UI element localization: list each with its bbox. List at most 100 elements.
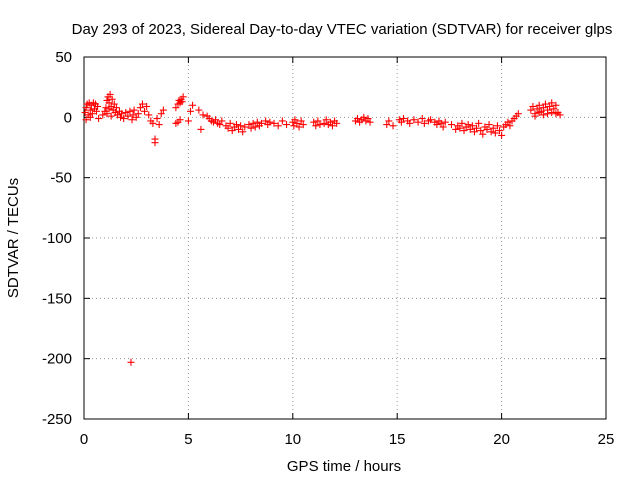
data-point xyxy=(458,119,466,127)
data-point xyxy=(406,119,414,127)
y-tick-label: -100 xyxy=(42,230,72,247)
data-point xyxy=(496,127,504,135)
data-point xyxy=(360,113,368,121)
data-point xyxy=(527,106,535,114)
data-point xyxy=(410,116,418,124)
y-tick-label: -250 xyxy=(42,411,72,428)
data-point xyxy=(228,127,236,135)
data-point xyxy=(241,123,249,131)
data-point xyxy=(110,100,118,108)
data-point xyxy=(86,106,94,114)
data-point xyxy=(473,124,481,132)
data-point xyxy=(216,121,224,129)
data-point xyxy=(127,358,135,366)
data-point xyxy=(397,118,405,126)
data-point xyxy=(99,111,107,119)
data-point xyxy=(479,130,487,138)
data-point xyxy=(475,119,483,127)
data-point xyxy=(274,122,282,130)
data-point xyxy=(179,93,187,101)
grid xyxy=(84,57,606,419)
data-point xyxy=(132,113,140,121)
data-point xyxy=(539,104,547,112)
y-tick-label: -150 xyxy=(42,290,72,307)
data-point xyxy=(105,105,113,113)
data-point xyxy=(514,110,522,118)
data-point xyxy=(452,125,460,133)
data-point xyxy=(82,104,90,112)
data-point xyxy=(149,119,157,127)
data-point xyxy=(326,118,334,126)
data-point xyxy=(103,110,111,118)
data-point xyxy=(293,119,301,127)
data-point xyxy=(178,98,186,106)
data-point xyxy=(218,117,226,125)
data-point xyxy=(82,116,90,124)
x-tick-label: 25 xyxy=(598,431,615,448)
data-point xyxy=(126,107,134,115)
y-tick-label: -50 xyxy=(50,170,72,187)
data-point xyxy=(297,117,305,125)
y-tick-label: 50 xyxy=(55,49,72,66)
x-tick-label: 5 xyxy=(184,431,192,448)
data-point xyxy=(195,106,203,114)
data-point xyxy=(283,121,291,129)
data-point xyxy=(117,113,125,121)
data-point xyxy=(95,115,103,123)
data-point xyxy=(312,122,320,130)
data-point xyxy=(253,118,261,126)
data-point xyxy=(420,119,428,127)
data-point xyxy=(493,122,501,130)
data-point xyxy=(197,125,205,133)
data-point xyxy=(389,122,397,130)
data-point xyxy=(226,119,234,127)
data-point xyxy=(143,102,151,110)
data-point xyxy=(186,107,194,115)
data-point xyxy=(316,121,324,129)
data-point xyxy=(199,111,207,119)
data-point xyxy=(153,115,161,123)
plot-frame xyxy=(83,56,607,420)
data-point xyxy=(533,105,541,113)
data-point xyxy=(235,125,243,133)
data-point xyxy=(535,101,543,109)
data-point xyxy=(535,109,543,117)
data-point xyxy=(112,104,120,112)
data-point xyxy=(237,122,245,130)
data-point xyxy=(106,90,114,98)
data-point xyxy=(159,106,167,114)
data-point xyxy=(433,121,441,129)
data-point xyxy=(456,124,464,132)
data-point xyxy=(145,111,153,119)
data-point xyxy=(460,127,468,135)
data-point xyxy=(414,118,422,126)
data-point xyxy=(245,121,253,129)
data-point xyxy=(128,116,136,124)
data-point xyxy=(291,116,299,124)
data-point xyxy=(399,115,407,123)
data-point xyxy=(354,115,362,123)
data-point xyxy=(212,116,220,124)
data-point xyxy=(483,125,491,133)
data-point xyxy=(155,121,163,129)
chart-title: Day 293 of 2023, Sidereal Day-to-day VTE… xyxy=(72,21,613,38)
data-point xyxy=(120,115,128,123)
data-point xyxy=(385,117,393,125)
data-point xyxy=(314,117,322,125)
data-point xyxy=(184,117,192,125)
data-point xyxy=(491,129,499,137)
data-point xyxy=(320,119,328,127)
data-point xyxy=(464,121,472,129)
data-point xyxy=(541,100,549,108)
data-point xyxy=(437,119,445,127)
y-tick-label: 0 xyxy=(64,109,72,126)
data-point xyxy=(322,116,330,124)
data-point xyxy=(552,110,560,118)
y-tick-label: -200 xyxy=(42,351,72,368)
data-point xyxy=(189,101,197,109)
x-axis-label: GPS time / hours xyxy=(287,458,401,475)
data-point xyxy=(88,110,96,118)
data-point xyxy=(247,124,255,132)
data-point xyxy=(427,116,435,124)
